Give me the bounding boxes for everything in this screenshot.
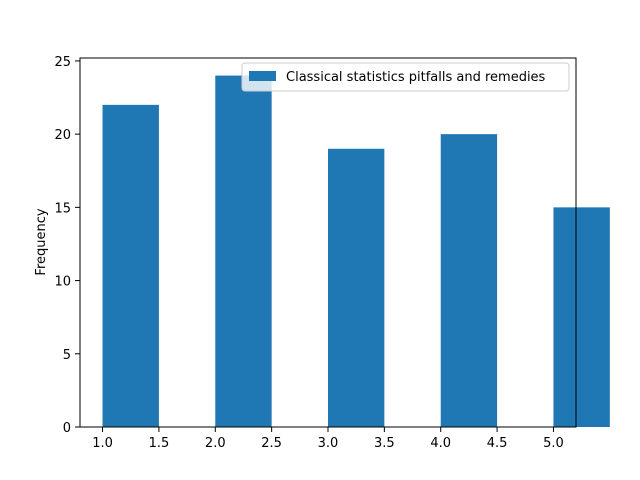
y-tick-label: 20 (54, 128, 71, 143)
legend-label: Classical statistics pitfalls and remedi… (286, 70, 546, 85)
bar-4 (440, 134, 498, 427)
bar-3 (328, 148, 385, 428)
x-tick-label: 2.0 (205, 436, 226, 451)
legend-frame (241, 62, 570, 92)
y-tick-label: 0 (63, 421, 71, 436)
x-tick-label: 1.5 (149, 436, 170, 451)
x-tick-label: 4.5 (487, 436, 508, 451)
x-tick-label: 3.5 (374, 436, 395, 451)
y-tick-label: 25 (54, 55, 71, 70)
y-tick-label: 5 (63, 348, 71, 363)
y-axis: 0 5 10 15 20 25 (54, 55, 80, 436)
x-tick-label: 4.0 (430, 436, 451, 451)
bar-5 (553, 207, 610, 427)
x-tick-label: 1.0 (92, 436, 113, 451)
bars-group (102, 75, 610, 428)
y-axis-label: Frequency (34, 208, 49, 275)
y-tick-label: 15 (54, 201, 71, 216)
x-tick-label: 2.5 (261, 436, 282, 451)
x-axis: 1.0 1.5 2.0 2.5 3.0 3.5 4.0 4.5 5.0 (92, 427, 564, 451)
x-tick-label: 5.0 (543, 436, 564, 451)
legend-swatch (249, 71, 276, 81)
legend: Classical statistics pitfalls and remedi… (241, 62, 570, 92)
bar-2 (215, 75, 272, 428)
y-tick-label: 10 (54, 275, 71, 290)
bar-1 (102, 104, 159, 427)
x-tick-label: 3.0 (318, 436, 339, 451)
